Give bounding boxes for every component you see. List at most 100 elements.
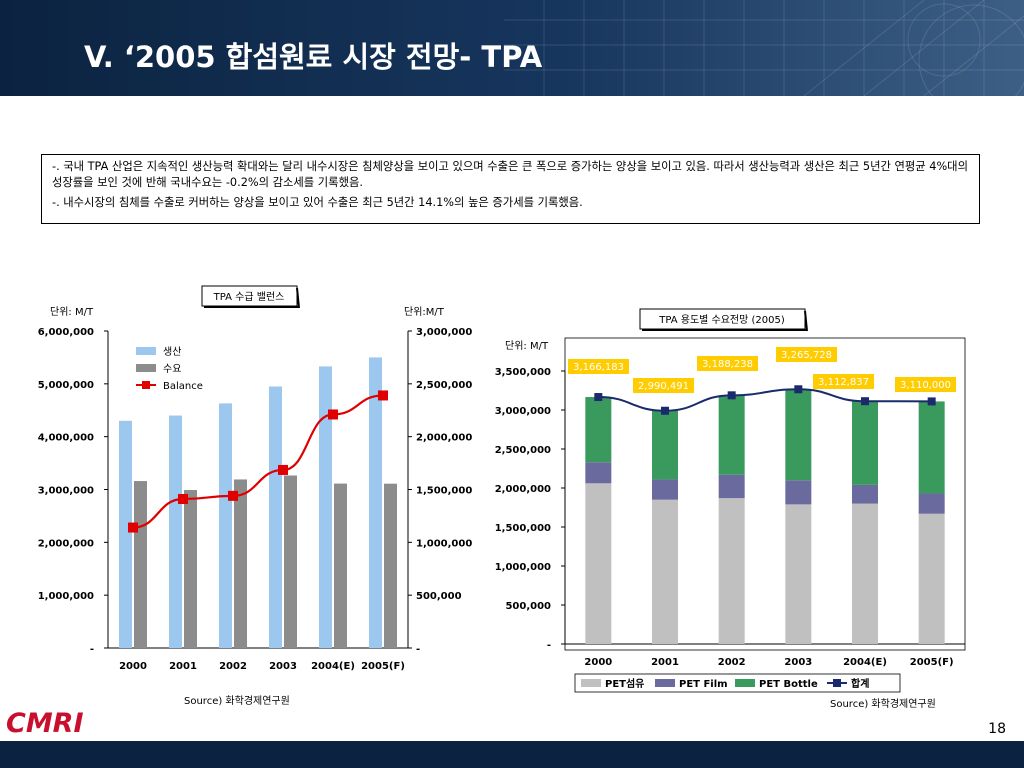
chart1-legend-swatch — [142, 381, 150, 389]
chart2-total-point — [861, 397, 869, 406]
chart1-left-tick: - — [90, 644, 94, 655]
chart2-total-point — [927, 397, 936, 406]
chart1-demand-bar — [284, 475, 297, 648]
chart2-pet-bottle-bar — [785, 389, 812, 481]
summary-line-1: -. 국내 TPA 산업은 지속적인 생산능력 확대와는 달리 내수시장은 침체… — [52, 160, 968, 189]
chart1-right-unit: 단위:M/T — [404, 305, 445, 318]
chart2-total-point — [794, 385, 803, 394]
footer-bar — [0, 741, 1024, 768]
chart1-balance-point — [178, 494, 188, 505]
chart2-legend-swatch — [581, 679, 601, 687]
chart1-source: Source) 화학경제연구원 — [184, 694, 290, 707]
chart2-data-label-box — [697, 356, 758, 371]
chart1-left-tick: 2,000,000 — [38, 538, 94, 549]
chart2-total-point — [661, 406, 669, 415]
chart2-legend-label: PET섬유 — [605, 677, 644, 690]
chart2-y-tick: 2,000,000 — [495, 484, 551, 495]
summary-box: -. 국내 TPA 산업은 지속적인 생산능력 확대와는 달리 내수시장은 침체… — [41, 154, 980, 224]
chart1-right-tick: 3,000,000 — [416, 327, 472, 338]
chart1-production-bar — [169, 415, 182, 648]
chart2-pet-fiber-bar — [918, 513, 945, 644]
chart2-legend-label: 합계 — [851, 677, 869, 690]
chart1-balance-point — [328, 409, 338, 420]
chart1-left-tick: 4,000,000 — [38, 433, 94, 444]
chart2-data-label: 2,990,491 — [638, 381, 689, 392]
chart1-production-bar — [319, 366, 332, 648]
chart2-pet-bottle-bar — [585, 397, 612, 463]
chart2-y-tick: 1,000,000 — [495, 562, 551, 573]
chart2-pet-film-bar — [652, 479, 678, 500]
cmri-logo: CMRI — [6, 708, 84, 739]
chart1-right-tick: 2,000,000 — [416, 433, 472, 444]
chart1-x-tick: 2001 — [169, 661, 197, 672]
chart1-production-bar — [119, 420, 132, 648]
chart1-x-tick: 2002 — [219, 661, 247, 672]
chart1-x-tick: 2004(E) — [311, 661, 355, 672]
chart2-pet-fiber-bar — [652, 499, 678, 644]
chart2-legend-swatch — [655, 679, 675, 687]
chart2-data-label-box — [776, 347, 837, 362]
header-decoration — [504, 0, 1024, 96]
chart2-data-label-box — [633, 378, 694, 393]
chart2-data-label-box — [568, 359, 629, 374]
chart2-total-point — [727, 391, 736, 400]
chart2-x-tick: 2005(F) — [910, 657, 954, 668]
chart2-legend-label: PET Film — [679, 679, 728, 690]
chart1-right-tick: - — [416, 644, 420, 655]
summary-line-2: -. 내수시장의 침체를 수출로 커버하는 양상을 보이고 있어 수출은 최근 … — [52, 196, 583, 209]
chart1-x-tick: 2000 — [119, 661, 147, 672]
chart2-pet-film-bar — [785, 480, 812, 505]
chart1-title: TPA 수급 밸런스 — [213, 291, 285, 303]
chart2-title: TPA 용도별 수요전망 (2005) — [658, 314, 785, 326]
chart2-x-tick: 2000 — [584, 657, 612, 668]
chart2-legend-swatch — [833, 679, 841, 687]
chart2-y-tick: 3,500,000 — [495, 367, 551, 378]
chart2-x-tick: 2004(E) — [843, 657, 887, 668]
chart2-pet-film-bar — [918, 493, 945, 514]
chart2-pet-bottle-bar — [652, 410, 678, 480]
chart1-legend-label: 생산 — [163, 346, 181, 358]
chart1-right-tick: 1,500,000 — [416, 486, 472, 497]
chart2-x-tick: 2003 — [784, 657, 812, 668]
chart1-right-tick: 1,000,000 — [416, 538, 472, 549]
chart1-left-tick: 1,000,000 — [38, 591, 94, 602]
chart1-left-unit: 단위: M/T — [50, 305, 94, 318]
chart2-pet-film-bar — [585, 462, 612, 484]
chart1-balance-point — [278, 464, 288, 475]
chart1-x-tick: 2005(F) — [361, 661, 405, 672]
chart2-pet-fiber-bar — [585, 483, 612, 644]
chart1-legend-swatch — [136, 364, 156, 372]
chart2-data-label-box — [895, 377, 956, 392]
chart1-x-tick: 2003 — [269, 661, 297, 672]
chart2-pet-bottle-bar — [918, 401, 945, 494]
chart1-right-tick: 2,500,000 — [416, 380, 472, 391]
chart1-production-bar — [369, 357, 382, 648]
chart2-pet-bottle-bar — [718, 395, 745, 475]
chart2-data-label: 3,188,238 — [702, 359, 753, 370]
chart2-y-tick: 3,000,000 — [495, 406, 551, 417]
chart1-legend-label: Balance — [163, 381, 203, 392]
slide-title: V. ‘2005 합섬원료 시장 전망- TPA — [84, 40, 543, 74]
chart2-data-label-box — [813, 374, 874, 389]
chart1-legend-label: 수요 — [163, 363, 181, 375]
chart2-pet-fiber-bar — [852, 503, 878, 644]
chart2-y-tick: - — [547, 640, 551, 651]
chart1-balance-point — [378, 390, 388, 401]
chart1-right-tick: 500,000 — [416, 591, 462, 602]
chart2-x-tick: 2002 — [718, 657, 746, 668]
chart2-legend-swatch — [735, 679, 755, 687]
chart1-demand-bar — [384, 483, 397, 648]
chart2-legend-label: PET Bottle — [759, 679, 818, 690]
chart2-data-label: 3,112,837 — [818, 377, 869, 388]
chart2-data-label: 3,110,000 — [900, 380, 951, 391]
chart2-unit: 단위: M/T — [505, 339, 549, 352]
chart1-production-bar — [219, 403, 232, 648]
chart1-demand-bar — [334, 483, 347, 648]
chart1-demand-bar — [234, 479, 247, 648]
chart2-total-line — [598, 388, 932, 412]
slide-header: V. ‘2005 합섬원료 시장 전망- TPA — [0, 0, 1024, 96]
chart2-y-tick: 500,000 — [505, 601, 551, 612]
chart1-production-bar — [269, 386, 282, 648]
chart2-y-tick: 2,500,000 — [495, 445, 551, 456]
